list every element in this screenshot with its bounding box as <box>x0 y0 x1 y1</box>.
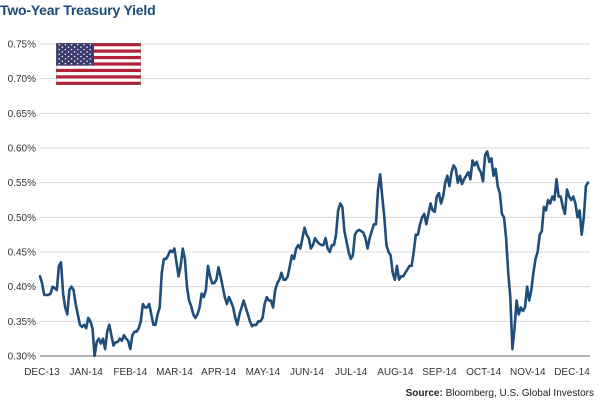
x-tick-label: OCT-14 <box>466 367 501 378</box>
y-tick-label: 0.75% <box>8 40 36 51</box>
y-tick-label: 0.40% <box>8 282 36 293</box>
source-text: Bloomberg, U.S. Global Investors <box>445 388 594 399</box>
x-tick-label: JUN-14 <box>290 367 324 378</box>
y-tick-label: 0.60% <box>8 144 36 155</box>
x-tick-label: NOV-14 <box>510 367 546 378</box>
x-tick-label: JAN-14 <box>69 367 103 378</box>
y-tick-label: 0.55% <box>8 178 36 189</box>
x-tick-label: MAY-14 <box>246 367 281 378</box>
y-tick-label: 0.50% <box>8 213 36 224</box>
x-tick-label: DEC-14 <box>554 367 590 378</box>
x-tick-label: SEP-14 <box>422 367 457 378</box>
x-tick-label: AUG-14 <box>377 367 414 378</box>
y-axis-ticks: 0.30% 0.35% 0.40% 0.45% 0.50% 0.55% 0.60% 0.65%… <box>8 40 36 363</box>
yield-series-line <box>38 150 590 358</box>
x-tick-label: JUL-14 <box>335 367 368 378</box>
y-tick-label: 0.65% <box>8 109 36 120</box>
x-tick-label: MAR-14 <box>156 367 193 378</box>
y-tick-label: 0.30% <box>8 352 36 363</box>
source-label: Source: <box>405 388 443 399</box>
chart-title: Two-Year Treasury Yield <box>0 2 156 18</box>
x-axis-ticks: DEC-13 JAN-14 FEB-14 MAR-14 APR-14 MAY-14 JUN-… <box>24 367 590 378</box>
x-tick-label: FEB-14 <box>113 367 147 378</box>
y-tick-label: 0.70% <box>8 74 36 85</box>
y-tick-label: 0.35% <box>8 317 36 328</box>
x-tick-label: APR-14 <box>201 367 236 378</box>
y-tick-label: 0.45% <box>8 248 36 259</box>
x-tick-label: DEC-13 <box>24 367 60 378</box>
source-note: Source: Bloomberg, U.S. Global Investors <box>406 388 594 399</box>
gridlines <box>40 43 590 357</box>
us-flag-icon <box>56 43 141 85</box>
